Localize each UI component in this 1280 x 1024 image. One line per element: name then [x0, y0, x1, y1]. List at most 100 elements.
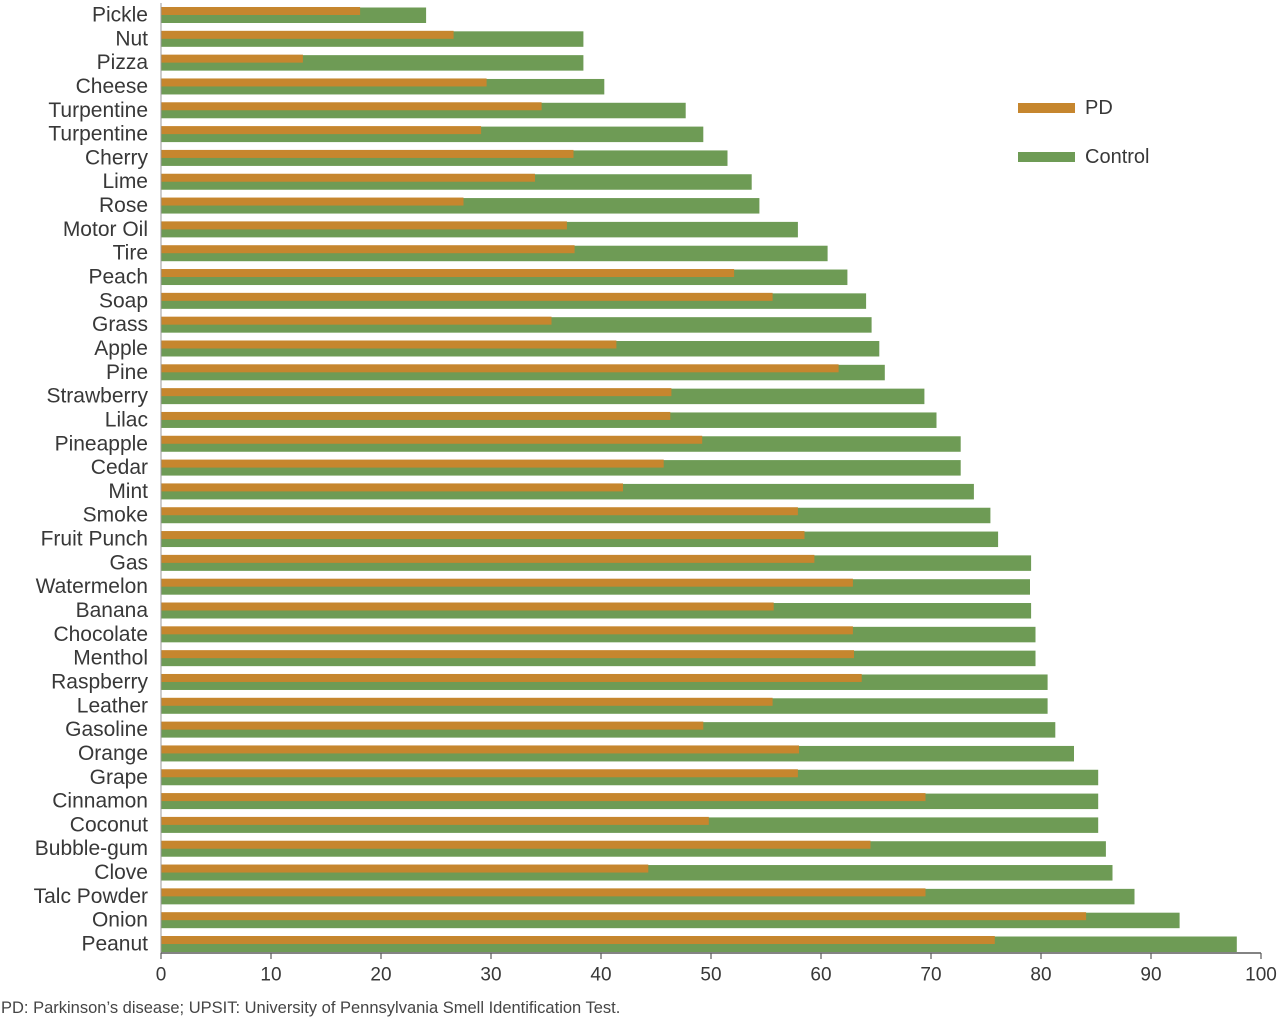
- pd-bar-coconut: [161, 816, 709, 825]
- pd-bar-banana: [161, 602, 774, 611]
- category-label-grass: Grass: [92, 313, 148, 336]
- category-label-motor-oil: Motor Oil: [63, 218, 148, 241]
- x-tick-label-100: 100: [1245, 965, 1277, 986]
- pd-bar-leather: [161, 697, 773, 706]
- pd-bar-tire: [161, 245, 575, 254]
- category-label-cedar: Cedar: [91, 456, 148, 479]
- pd-bar-orange: [161, 745, 799, 754]
- pd-bar-turpentine: [161, 102, 542, 111]
- pd-bar-peanut: [161, 936, 995, 944]
- bars-group: [161, 7, 1237, 952]
- legend-item-pd: PD: [1018, 97, 1113, 119]
- x-tick-label-0: 0: [156, 965, 167, 986]
- pd-bar-smoke: [161, 507, 798, 516]
- category-label-pickle: Pickle: [92, 4, 148, 27]
- category-label-gas: Gas: [109, 551, 148, 574]
- category-label-leather: Leather: [77, 694, 148, 717]
- category-label-peanut: Peanut: [81, 933, 148, 956]
- x-tick-label-90: 90: [1140, 965, 1161, 986]
- pd-bar-cedar: [161, 459, 664, 468]
- category-label-rose: Rose: [99, 194, 148, 217]
- pd-bar-apple: [161, 340, 617, 349]
- category-label-soap: Soap: [99, 289, 148, 312]
- category-label-orange: Orange: [78, 742, 148, 765]
- category-label-bubble-gum: Bubble-gum: [35, 837, 148, 860]
- category-label-watermelon: Watermelon: [36, 575, 148, 598]
- category-label-mint: Mint: [108, 480, 148, 503]
- legend-swatch-pd: [1018, 103, 1075, 113]
- pd-bar-grape: [161, 769, 798, 778]
- category-label-lime: Lime: [102, 170, 148, 193]
- category-label-fruit-punch: Fruit Punch: [41, 528, 148, 551]
- category-label-chocolate: Chocolate: [53, 623, 148, 646]
- x-axis-ticks: 0 10 20 30 40 50 60 70 80 90 100: [156, 953, 1277, 986]
- x-tick-label-80: 80: [1030, 965, 1051, 986]
- category-label-talc-powder: Talc Powder: [34, 885, 148, 908]
- pd-bar-lilac: [161, 411, 671, 420]
- pd-bar-rose: [161, 197, 464, 206]
- pd-bar-cherry: [161, 149, 574, 158]
- legend: PD Control: [1018, 97, 1149, 168]
- legend-item-control: Control: [1018, 146, 1149, 168]
- footnote: PD: Parkinson’s disease; UPSIT: Universi…: [1, 999, 620, 1017]
- pd-bar-pine: [161, 364, 839, 373]
- category-label-peach: Peach: [88, 266, 148, 289]
- pd-bar-pineapple: [161, 435, 703, 444]
- category-label-cheese: Cheese: [76, 75, 148, 98]
- x-tick-label-50: 50: [700, 965, 721, 986]
- x-tick-label-20: 20: [370, 965, 391, 986]
- pd-bar-peach: [161, 269, 735, 278]
- category-label-turpentine: Turpentine: [48, 99, 148, 122]
- pd-bar-menthol: [161, 650, 854, 659]
- pd-bar-gas: [161, 554, 815, 563]
- pd-bar-lime: [161, 173, 535, 182]
- x-tick-label-60: 60: [810, 965, 831, 986]
- category-label-onion: Onion: [92, 909, 148, 932]
- category-label-raspberry: Raspberry: [51, 670, 148, 693]
- category-label-cinnamon: Cinnamon: [52, 790, 148, 813]
- category-label-clove: Clove: [94, 861, 148, 884]
- category-label-banana: Banana: [76, 599, 149, 622]
- pd-bar-nut: [161, 30, 454, 39]
- category-label-pineapple: Pineapple: [55, 432, 148, 455]
- category-label-coconut: Coconut: [70, 813, 148, 836]
- pd-bar-grass: [161, 316, 552, 325]
- pd-bar-mint: [161, 483, 623, 492]
- category-label-apple: Apple: [94, 337, 148, 360]
- pd-bar-cinnamon: [161, 793, 926, 802]
- category-label-turpentine: Turpentine: [48, 123, 148, 146]
- pd-bar-onion: [161, 912, 1087, 921]
- category-label-gasoline: Gasoline: [65, 718, 148, 741]
- legend-swatch-control: [1018, 152, 1075, 162]
- pd-bar-motor-oil: [161, 221, 567, 230]
- category-label-pizza: Pizza: [97, 51, 149, 74]
- category-label-lilac: Lilac: [105, 408, 148, 431]
- pd-bar-chocolate: [161, 626, 853, 635]
- pd-bar-bubble-gum: [161, 840, 871, 849]
- pd-bar-cheese: [161, 78, 487, 87]
- category-label-cherry: Cherry: [85, 146, 149, 169]
- category-label-grape: Grape: [90, 766, 148, 789]
- category-label-menthol: Menthol: [73, 647, 148, 670]
- category-label-nut: Nut: [115, 27, 148, 50]
- x-tick-label-10: 10: [260, 965, 281, 986]
- category-label-tire: Tire: [113, 242, 148, 265]
- category-label-pine: Pine: [106, 361, 148, 384]
- pd-bar-turpentine: [161, 126, 482, 135]
- x-tick-label-70: 70: [920, 965, 941, 986]
- pd-bar-pizza: [161, 54, 303, 63]
- legend-label-control: Control: [1085, 146, 1149, 168]
- pd-bar-strawberry: [161, 388, 672, 397]
- category-labels: PickleNutPizzaCheeseTurpentineTurpentine…: [34, 4, 149, 956]
- pd-bar-pickle: [161, 7, 361, 15]
- category-label-strawberry: Strawberry: [46, 385, 148, 408]
- x-tick-label-40: 40: [590, 965, 611, 986]
- pd-bar-clove: [161, 864, 649, 873]
- pd-bar-soap: [161, 292, 773, 301]
- pd-bar-raspberry: [161, 673, 862, 682]
- pd-bar-talc-powder: [161, 888, 926, 897]
- pd-bar-watermelon: [161, 578, 853, 587]
- pd-bar-gasoline: [161, 721, 704, 730]
- x-tick-label-30: 30: [480, 965, 501, 986]
